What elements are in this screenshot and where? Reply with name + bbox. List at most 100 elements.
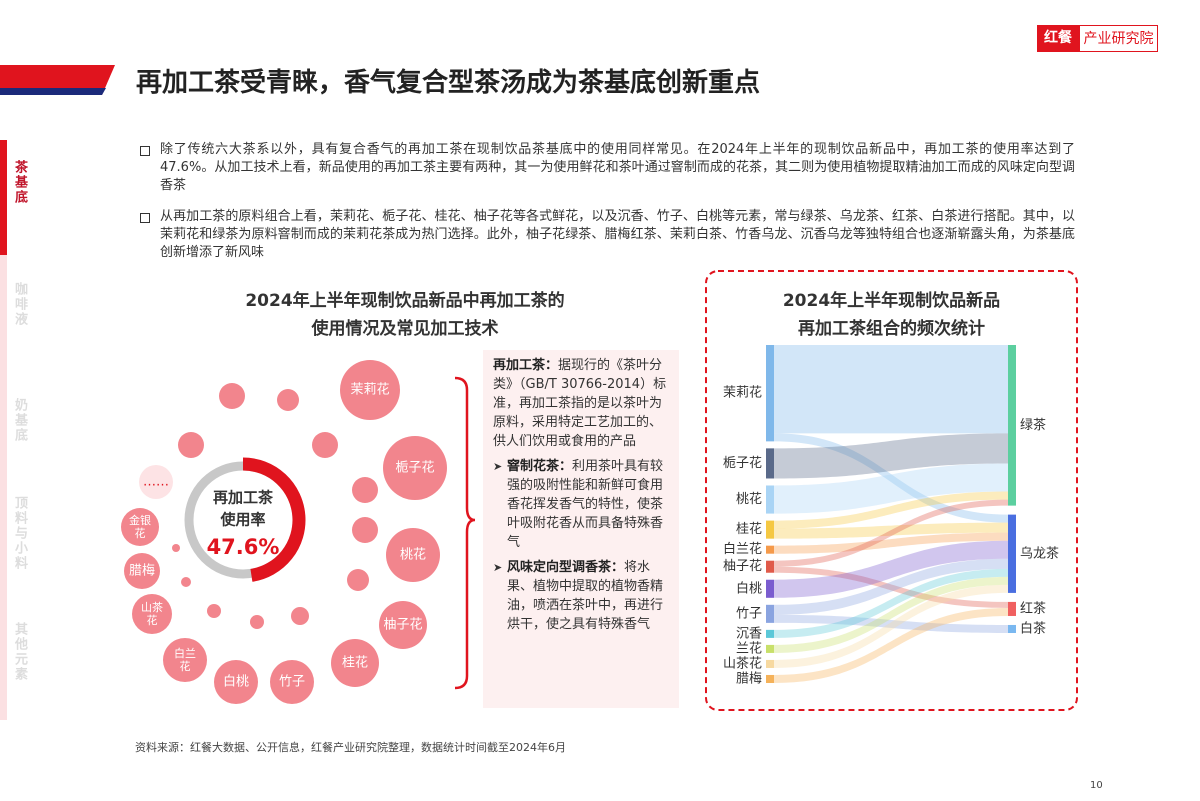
decor-bubble	[181, 577, 191, 587]
panel-title: 2024年上半年现制饮品新品中再加工茶的 使用情况及常见加工技术	[150, 287, 660, 343]
page-title: 再加工茶受青睐，香气复合型茶汤成为茶基底创新重点	[136, 68, 761, 98]
sankey-node	[766, 604, 774, 623]
sankey-node	[766, 629, 774, 638]
technique: 窨制花茶：利用茶叶具有较强的吸附性能和新鲜可食用香花挥发香气的特性，使茶叶吸附花…	[493, 457, 669, 552]
flower-label: 金银花	[129, 513, 151, 540]
technique: 风味定向型调香茶：将水果、植物中提取的植物香精油，喷洒在茶叶中，再进行烘干，使之…	[493, 558, 669, 634]
sankey-node	[766, 520, 774, 539]
sankey-flow	[774, 568, 1008, 638]
sankey-flow	[774, 491, 1008, 529]
technique-name: 窨制花茶：	[507, 459, 573, 474]
flower-label: 茉莉花	[350, 382, 389, 398]
flower-label: 桂花	[342, 655, 368, 671]
panel-title: 2024年上半年现制饮品新品 再加工茶组合的频次统计	[706, 287, 1077, 343]
sankey-node-label: 绿茶	[1020, 417, 1046, 433]
flower-label: 柚子花	[383, 617, 422, 633]
sankey-flow	[774, 532, 1008, 554]
flower-bubble	[163, 638, 207, 682]
flower-bubble	[340, 360, 400, 420]
decor-bubble	[291, 607, 309, 625]
header-bar	[0, 65, 115, 95]
donut-arc	[242, 457, 306, 582]
donut-value: 47.6%	[207, 535, 280, 559]
sankey-flow	[774, 566, 1008, 608]
flower-label: 桃花	[400, 547, 426, 563]
sankey-flow	[774, 576, 1008, 653]
sankey-node	[1008, 514, 1016, 593]
sankey-node-label: 柚子花	[723, 558, 762, 574]
flower-bubble	[124, 553, 160, 589]
term: 再加工茶：	[493, 358, 559, 373]
flower-bubble	[139, 465, 173, 499]
sankey-node-label: 腊梅	[736, 671, 762, 686]
sankey-node-label: 兰花	[736, 640, 762, 656]
definition: 据现行的《茶叶分类》（GB/T 30766-2014）标准，再加工茶指的是以茶叶…	[493, 358, 667, 449]
sidebar-tab[interactable]: 咖啡液	[12, 282, 27, 327]
flower-label: 山茶花	[141, 601, 163, 627]
sidebar-tab[interactable]: 茶基底	[12, 160, 27, 205]
flower-label: 腊梅	[129, 564, 155, 579]
sankey-node	[766, 485, 774, 514]
sankey-node	[766, 545, 774, 554]
donut-label: 再加工茶	[213, 489, 274, 507]
flower-bubble	[132, 594, 172, 634]
sankey-node	[766, 560, 774, 573]
sankey-node	[766, 448, 774, 479]
decor-bubble	[352, 477, 378, 503]
sankey-node-label: 沉香	[736, 626, 762, 641]
sankey-node-label: 乌龙茶	[1020, 545, 1059, 561]
flower-bubble	[214, 660, 258, 704]
sankey-flow	[774, 345, 1008, 434]
sankey-node	[1008, 345, 1016, 506]
flower-bubble	[383, 436, 447, 500]
flower-label: 竹子	[279, 675, 305, 690]
sankey-node	[766, 674, 774, 683]
sankey-node-label: 茉莉花	[723, 385, 762, 401]
sankey-flow	[774, 584, 1008, 668]
sidebar-tab[interactable]: 顶料与小料	[12, 496, 27, 571]
decor-bubble	[352, 517, 378, 543]
decor-bubble	[277, 389, 299, 411]
sankey-node-label: 竹子	[736, 606, 762, 621]
sankey-node-label: 白兰花	[723, 541, 762, 557]
flower-label: 白桃	[223, 674, 249, 690]
title-line: 2024年上半年现制饮品新品	[782, 291, 1001, 311]
sankey-node-label: 白茶	[1020, 620, 1046, 636]
sankey-node-label: 红茶	[1020, 600, 1046, 616]
sankey-node-label: 白桃	[736, 580, 762, 596]
sankey-flow	[774, 522, 1008, 539]
sankey-node-label: 桃花	[736, 491, 762, 507]
page-number: 10	[1090, 780, 1103, 791]
flower-bubble	[386, 528, 440, 582]
flower-label: 栀子花	[395, 460, 434, 476]
definition-box: 再加工茶：据现行的《茶叶分类》（GB/T 30766-2014）标准，再加工茶指…	[483, 350, 679, 708]
flower-bubble	[121, 508, 159, 546]
sankey-node	[766, 345, 774, 442]
technique-name: 风味定向型调香茶：	[507, 560, 625, 575]
logo-text: 产业研究院	[1079, 25, 1158, 52]
sankey-flow	[774, 499, 1008, 567]
decor-bubble	[250, 615, 264, 629]
donut-label: 使用率	[219, 511, 265, 529]
sankey-node-label: 栀子花	[723, 455, 762, 471]
title-line: 使用情况及常见加工技术	[311, 319, 499, 339]
sankey-flow	[774, 558, 1008, 615]
decor-bubble	[219, 383, 245, 409]
sankey-flow	[774, 614, 1008, 633]
logo-brand: 红餐	[1037, 25, 1079, 52]
sidebar-strip	[0, 140, 7, 720]
sidebar-tab[interactable]: 奶基底	[12, 398, 27, 443]
bracket	[454, 376, 476, 690]
header-bar-accent	[0, 88, 106, 95]
sankey-node	[766, 659, 774, 668]
sankey-node	[1008, 624, 1016, 633]
sankey-flow	[774, 463, 1008, 514]
sankey-node-label: 山茶花	[723, 655, 762, 671]
sidebar-tab[interactable]: 其他元素	[12, 622, 27, 682]
title-line: 2024年上半年现制饮品新品中再加工茶的	[245, 291, 565, 311]
decor-bubble	[207, 604, 221, 618]
sankey-flow	[774, 433, 1008, 479]
flower-bubble	[270, 660, 314, 704]
